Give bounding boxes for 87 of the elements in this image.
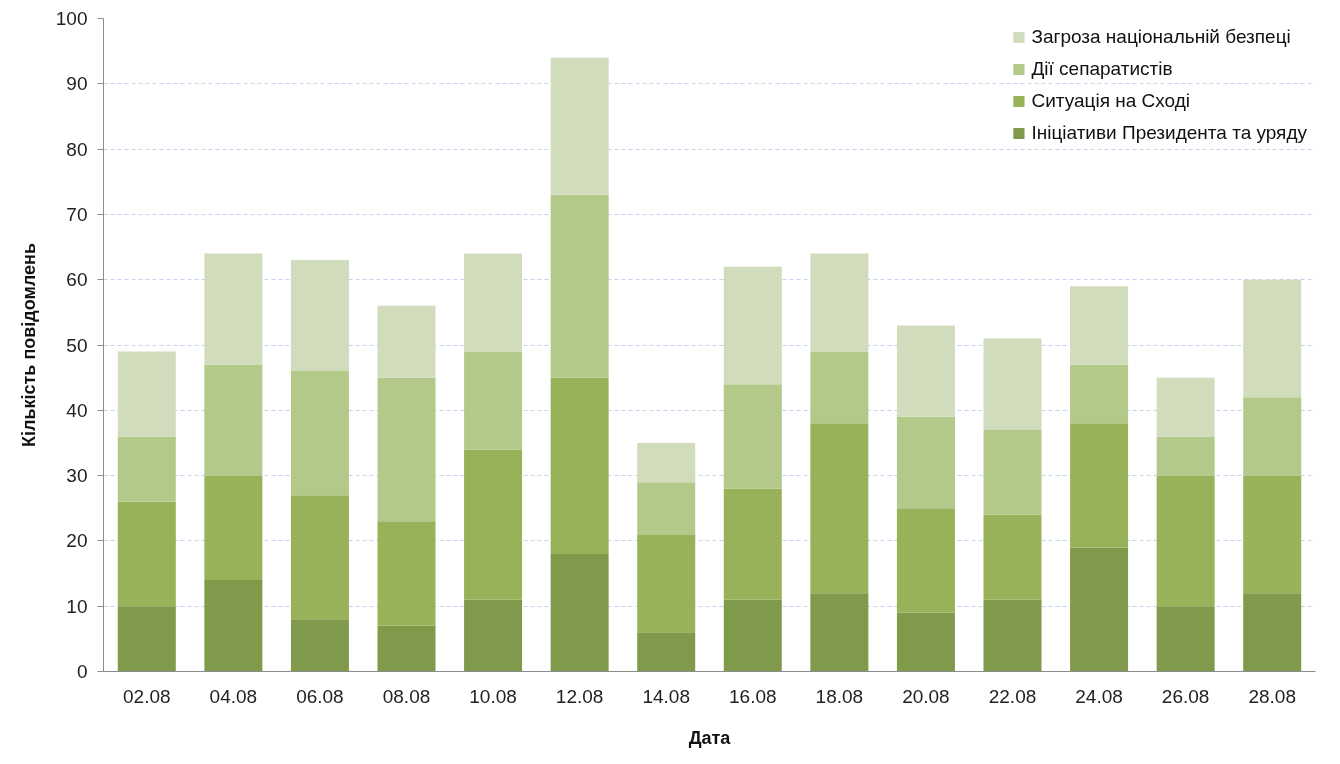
x-tick-label: 16.08: [729, 685, 777, 707]
bar: [1156, 436, 1215, 476]
x-axis-title: Дата: [688, 727, 732, 748]
legend-label: Загроза національній безпеці: [1031, 26, 1291, 48]
bar: [810, 423, 869, 594]
bar: [290, 260, 349, 372]
bar: [1156, 377, 1215, 437]
bar: [983, 429, 1042, 515]
bar: [550, 57, 609, 195]
bar: [1156, 475, 1215, 607]
bar: [1070, 423, 1129, 548]
x-tick-label: 26.08: [1161, 685, 1210, 707]
bar: [1070, 364, 1129, 424]
bar: [983, 599, 1042, 672]
bar: [117, 351, 176, 437]
bar: [464, 351, 523, 450]
y-tick-label: 100: [55, 8, 88, 29]
bar: [637, 534, 696, 633]
bar: [290, 371, 349, 496]
x-tick-label: 22.08: [988, 685, 1037, 707]
bar: [464, 449, 523, 600]
bar: [204, 580, 263, 672]
y-tick-label: 0: [76, 661, 88, 682]
x-tick-label: 20.08: [902, 685, 950, 707]
bar: [723, 488, 782, 600]
bar: [550, 377, 609, 554]
bar: [723, 266, 782, 385]
bar: [896, 612, 955, 672]
bar: [377, 377, 436, 522]
bar: [637, 482, 696, 535]
bar: [896, 416, 955, 509]
x-tick-label: 02.08: [123, 685, 171, 707]
bar: [290, 495, 349, 620]
x-tick-label: 04.08: [209, 685, 258, 707]
bar: [723, 384, 782, 489]
bar: [1070, 286, 1129, 365]
bar: [550, 553, 609, 672]
bar: [637, 442, 696, 483]
x-tick-label: 18.08: [815, 685, 864, 707]
legend-label: Ініціативи Президента та уряду: [1031, 122, 1307, 144]
bar: [810, 593, 869, 672]
y-tick-label: 90: [66, 73, 88, 95]
bar: [117, 606, 176, 672]
bar: [810, 253, 869, 352]
bar: [1156, 606, 1215, 672]
y-tick-label: 20: [66, 530, 88, 552]
y-tick-label: 60: [66, 269, 88, 291]
legend-label: Дії сепаратистів: [1031, 58, 1173, 80]
y-tick-label: 40: [66, 399, 88, 421]
x-tick-label: 24.08: [1075, 685, 1123, 707]
bar: [637, 632, 696, 672]
bar: [1243, 279, 1302, 398]
bar: [377, 305, 436, 378]
bar: [1243, 397, 1302, 476]
bar: [464, 599, 523, 672]
bar: [896, 325, 955, 417]
bar: [1243, 593, 1302, 672]
y-axis-title: Кількість повідомлень: [18, 243, 39, 447]
bar: [810, 351, 869, 424]
bar: [1243, 475, 1302, 594]
bar: [723, 599, 782, 672]
bar: [204, 475, 263, 581]
y-tick-label: 70: [66, 203, 88, 225]
x-tick-label: 10.08: [469, 685, 517, 707]
bar: [464, 253, 523, 352]
y-tick-label: 80: [66, 138, 88, 160]
bar: [983, 514, 1042, 600]
bar: [290, 619, 349, 672]
y-tick-label: 10: [66, 595, 88, 617]
x-tick-label: 08.08: [382, 685, 431, 707]
x-tick-label: 14.08: [642, 685, 690, 707]
bar: [117, 436, 176, 502]
x-tick-label: 12.08: [555, 685, 604, 707]
bar: [983, 338, 1042, 430]
x-tick-label: 28.08: [1248, 685, 1296, 707]
bar: [377, 521, 436, 626]
x-tick-label: 06.08: [296, 685, 344, 707]
bar: [377, 625, 436, 672]
y-tick-label: 50: [66, 334, 88, 356]
y-tick-label: 30: [66, 465, 88, 487]
bar: [117, 501, 176, 607]
bar: [204, 253, 263, 365]
legend-label: Ситуація на Сході: [1031, 90, 1190, 112]
bar: [896, 508, 955, 613]
bar: [1070, 547, 1129, 672]
bar: [204, 364, 263, 476]
bar: [550, 194, 609, 378]
